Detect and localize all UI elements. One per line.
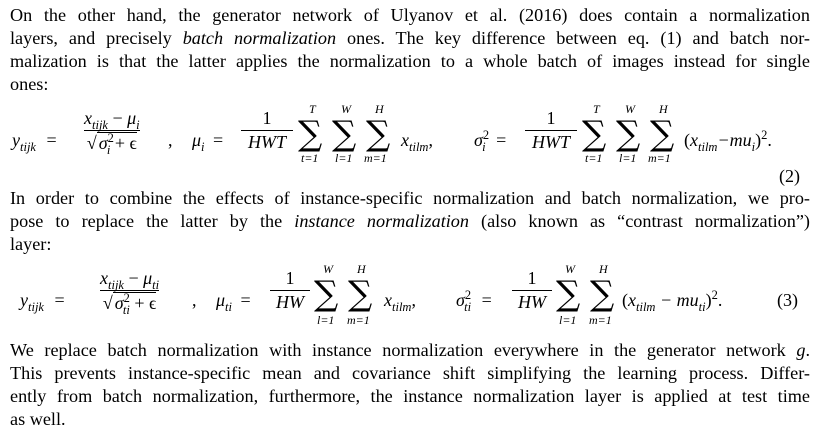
sum-symbol-icon: ∑ — [298, 114, 323, 154]
text-span: ones. The key difference between eq. (1)… — [347, 28, 810, 48]
text-span: layers, and precisely — [10, 28, 183, 48]
sum-upper-limit: W — [323, 262, 333, 276]
text-line: layer: — [10, 234, 52, 254]
eq2-fraction-1-hwt-b: 1 HWT — [525, 108, 577, 153]
sum-symbol-icon: ∑ — [332, 114, 357, 154]
eq2-sigma-def: σ2i = — [474, 128, 507, 154]
sum-upper-limit: T — [593, 102, 600, 116]
eq3-fraction-1-hw-b: 1 HW — [512, 268, 552, 313]
sum-symbol-icon: ∑ — [590, 274, 615, 314]
sum-lower-limit: t=1 — [301, 151, 319, 165]
eq2-fraction-normalized: xtijk − μi √ σ2i + ϵ — [84, 108, 140, 157]
emphasis-batch-normalization: batch normalization — [182, 28, 337, 48]
equation-number: (2) — [779, 166, 800, 186]
sum-symbol-icon: ∑ — [616, 114, 641, 154]
text-line: ently from batch normalization, furtherm… — [10, 386, 810, 406]
sum-symbol-icon: ∑ — [650, 114, 675, 154]
equation-2: ytijk = xtijk − μi √ σ2i + ϵ , μi = 1 HWT… — [0, 100, 821, 186]
paragraph-instance-norm: In order to combine the effects of insta… — [10, 187, 810, 256]
sum-symbol-icon: ∑ — [366, 114, 391, 154]
sum-upper-limit: H — [659, 102, 668, 116]
generator-symbol: g — [796, 340, 806, 360]
emphasis-instance-normalization: instance normalization — [294, 211, 469, 231]
text-line: as well. — [10, 409, 66, 429]
eq2-comma: , — [168, 130, 173, 150]
text-line: On the other hand, the generator network… — [10, 5, 810, 25]
eq3-comma: , — [192, 290, 197, 310]
text-line: We replace batch normalization with inst… — [10, 339, 810, 362]
sum-upper-limit: H — [599, 262, 608, 276]
equation-3: ytijk = xtijk − μti √ σ2ti + ϵ , μti = 1 … — [0, 262, 821, 332]
eq2-fraction-1-hwt: 1 HWT — [241, 108, 293, 153]
sum-lower-limit: m=1 — [364, 151, 387, 165]
text-span: . — [805, 340, 810, 360]
eq3-fraction-1-hw: 1 HW — [270, 268, 310, 313]
sum-lower-limit: l=1 — [619, 151, 637, 165]
eq3-mu-def: μti = — [216, 290, 251, 314]
sum-lower-limit: t=1 — [585, 151, 603, 165]
sum-upper-limit: H — [375, 102, 384, 116]
sum-lower-limit: l=1 — [317, 313, 335, 327]
sum-lower-limit: m=1 — [589, 313, 612, 327]
sum-symbol-icon: ∑ — [314, 274, 339, 314]
sum-symbol-icon: ∑ — [556, 274, 581, 314]
eq2-mu-def: μi = — [192, 130, 224, 154]
sum-symbol-icon: ∑ — [582, 114, 607, 154]
text-line: ones: — [10, 74, 49, 94]
sum-upper-limit: W — [341, 102, 351, 116]
sum-lower-limit: m=1 — [347, 313, 370, 327]
eq3-variance-term: (xtilm − muti)2. — [622, 288, 723, 314]
paragraph-conclusion: We replace batch normalization with inst… — [10, 339, 810, 431]
text-line: layers, and precisely batch normalizatio… — [10, 27, 810, 50]
text-span: (also known as “contrast normalization”) — [468, 211, 810, 231]
sum-upper-limit: W — [565, 262, 575, 276]
sum-lower-limit: m=1 — [648, 151, 671, 165]
paragraph-intro: On the other hand, the generator network… — [10, 4, 810, 96]
eq2-variance-term: (xtilm−mui)2. — [684, 128, 772, 154]
sum-symbol-icon: ∑ — [348, 274, 373, 314]
sum-upper-limit: T — [309, 102, 316, 116]
sum-lower-limit: l=1 — [335, 151, 353, 165]
eq3-sigma-def: σ2ti = — [456, 288, 492, 314]
sum-upper-limit: H — [357, 262, 366, 276]
eq2-lhs-y: ytijk = — [12, 130, 57, 154]
equation-number: (3) — [777, 290, 798, 310]
text-span: pose to replace the latter by the — [10, 211, 295, 231]
eq3-fraction-normalized: xtijk − μti √ σ2ti + ϵ — [100, 268, 160, 317]
eq3-lhs-y: ytijk = — [20, 290, 65, 314]
text-line: malization is that the latter applies th… — [10, 51, 810, 71]
text-line: pose to replace the latter by the instan… — [10, 210, 810, 233]
eq3-sum-term: xtilm, — [384, 290, 416, 314]
eq2-sum-term: xtilm, — [401, 130, 433, 154]
text-line: This prevents instance-specific mean and… — [10, 363, 810, 383]
text-span: We replace batch normalization with inst… — [10, 340, 797, 360]
sum-upper-limit: W — [625, 102, 635, 116]
text-line: In order to combine the effects of insta… — [10, 188, 810, 208]
sum-lower-limit: l=1 — [559, 313, 577, 327]
